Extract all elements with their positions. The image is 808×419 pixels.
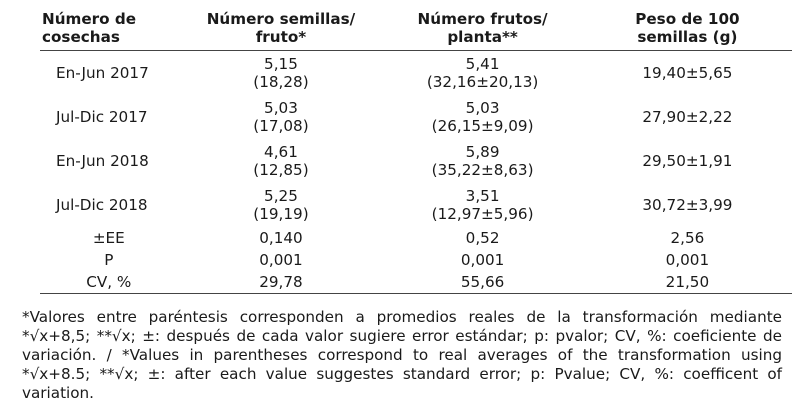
- harvest-label: En-Jun 2018: [56, 152, 149, 170]
- stat-label: CV, %: [86, 273, 132, 291]
- header-text: Número frutos/: [417, 10, 548, 28]
- header-seed-weight: Peso de 100 semillas (g): [583, 6, 792, 51]
- stat-value: 0,140: [259, 229, 303, 247]
- seeds-value: 5,25: [264, 187, 298, 205]
- stat-value: 21,50: [665, 273, 710, 291]
- seeds-cell: 5,25 (19,19): [180, 183, 383, 227]
- seeds-real-value: (12,85): [253, 161, 309, 179]
- header-seeds-per-fruit: Número semillas/ fruto*: [180, 6, 383, 51]
- stat-value: 0,001: [665, 251, 710, 269]
- seeds-real-value: (17,08): [253, 117, 309, 135]
- fruits-cell: 5,03 (26,15±9,09): [382, 95, 582, 139]
- table-row: En-Jun 2017 5,15 (18,28) 5,41 (32,16±20,…: [40, 51, 792, 96]
- seeds-cell: 4,61 (12,85): [180, 139, 383, 183]
- header-harvests: Número de cosechas: [40, 6, 180, 51]
- stat-label: P: [104, 251, 114, 269]
- seeds-real-value: (19,19): [253, 205, 309, 223]
- seeds-value: 5,03: [264, 99, 298, 117]
- fruits-value: 3,51: [465, 187, 500, 205]
- header-text: planta**: [447, 28, 518, 46]
- fruits-cell: 5,89 (35,22±8,63): [382, 139, 582, 183]
- results-table: Número de cosechas Número semillas/ frut…: [40, 6, 792, 294]
- fruits-real-value: (12,97±5,96): [431, 205, 534, 223]
- header-text: Número semillas/: [206, 10, 356, 28]
- table-header-row: Número de cosechas Número semillas/ frut…: [40, 6, 792, 51]
- table-row: Jul-Dic 2017 5,03 (17,08) 5,03 (26,15±9,…: [40, 95, 792, 139]
- header-text: fruto*: [255, 28, 307, 46]
- harvest-label: En-Jun 2017: [56, 64, 149, 82]
- seeds-real-value: (18,28): [253, 73, 309, 91]
- weight-cell: 29,50±1,91: [642, 152, 733, 170]
- header-text: Número de: [42, 10, 137, 28]
- fruits-cell: 3,51 (12,97±5,96): [382, 183, 582, 227]
- table-footnote: *Valores entre paréntesis corresponden a…: [22, 308, 782, 402]
- header-fruits-per-plant: Número frutos/ planta**: [382, 6, 582, 51]
- seeds-value: 5,15: [264, 55, 298, 73]
- fruits-value: 5,41: [465, 55, 500, 73]
- stat-value: 2,56: [670, 229, 705, 247]
- weight-cell: 30,72±3,99: [642, 196, 733, 214]
- stat-value: 0,52: [465, 229, 500, 247]
- stat-value: 55,66: [460, 273, 505, 291]
- stat-row-se: ±EE 0,140 0,52 2,56: [40, 227, 792, 249]
- table-row: Jul-Dic 2018 5,25 (19,19) 3,51 (12,97±5,…: [40, 183, 792, 227]
- header-text: Peso de 100: [635, 10, 740, 28]
- fruits-value: 5,89: [465, 143, 500, 161]
- fruits-real-value: (26,15±9,09): [431, 117, 534, 135]
- stat-label: ±EE: [92, 229, 125, 247]
- fruits-value: 5,03: [465, 99, 500, 117]
- stat-row-p: P 0,001 0,001 0,001: [40, 249, 792, 271]
- stat-value: 0,001: [460, 251, 505, 269]
- table-row: En-Jun 2018 4,61 (12,85) 5,89 (35,22±8,6…: [40, 139, 792, 183]
- fruits-cell: 5,41 (32,16±20,13): [382, 51, 582, 96]
- header-text: cosechas: [42, 28, 120, 46]
- harvest-label: Jul-Dic 2018: [56, 196, 148, 214]
- harvest-label: Jul-Dic 2017: [56, 108, 148, 126]
- weight-cell: 27,90±2,22: [642, 108, 733, 126]
- seeds-cell: 5,15 (18,28): [180, 51, 383, 96]
- fruits-real-value: (32,16±20,13): [426, 73, 539, 91]
- stat-value: 29,78: [259, 273, 303, 291]
- stat-row-cv: CV, % 29,78 55,66 21,50: [40, 271, 792, 294]
- results-table-container: Número de cosechas Número semillas/ frut…: [40, 6, 792, 294]
- seeds-cell: 5,03 (17,08): [180, 95, 383, 139]
- fruits-real-value: (35,22±8,63): [431, 161, 534, 179]
- header-text: semillas (g): [637, 28, 738, 46]
- weight-cell: 19,40±5,65: [642, 64, 733, 82]
- seeds-value: 4,61: [264, 143, 298, 161]
- stat-value: 0,001: [259, 251, 303, 269]
